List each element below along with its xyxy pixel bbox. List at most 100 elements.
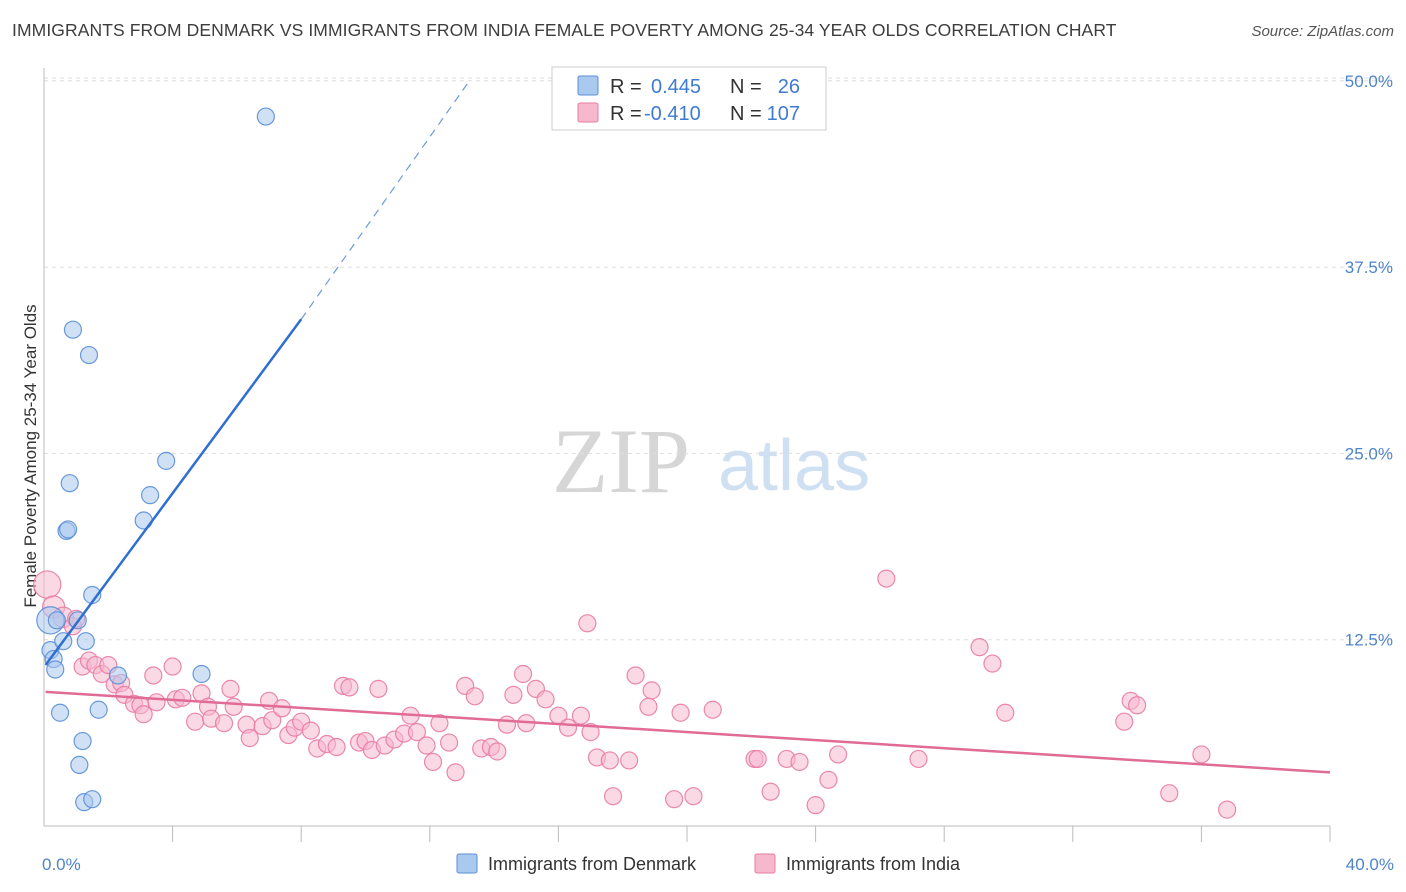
india-point <box>430 714 449 733</box>
india-point <box>536 690 555 709</box>
denmark-point <box>50 703 70 722</box>
india-point <box>423 752 443 772</box>
india-points <box>33 569 1237 819</box>
india-point <box>996 703 1015 722</box>
denmark-point <box>59 520 78 539</box>
india-point <box>263 711 282 730</box>
india-point <box>369 679 388 698</box>
denmark-point <box>108 666 128 685</box>
y-tick-labels: 12.5% 25.0% 37.5% 50.0% <box>1345 72 1393 650</box>
india-point <box>134 705 153 724</box>
india-point <box>1127 696 1147 715</box>
bottom-legend-swatch-denmark <box>456 853 478 874</box>
india-point <box>639 697 658 716</box>
india-point <box>497 715 517 734</box>
india-point <box>684 787 703 806</box>
india-point <box>909 749 928 769</box>
bottom-legend-swatch-india <box>754 853 776 874</box>
india-point <box>301 721 320 740</box>
india-point <box>671 703 690 722</box>
y-tick-label: 12.5% <box>1345 631 1393 650</box>
india-point <box>144 666 163 685</box>
india-point <box>446 763 465 782</box>
denmark-point <box>76 632 95 651</box>
legend-swatch-denmark <box>577 75 599 96</box>
india-point <box>983 654 1002 673</box>
y-tick-label: 37.5% <box>1345 258 1393 277</box>
india-point <box>665 790 684 809</box>
india-point <box>877 569 896 588</box>
denmark-point <box>70 755 89 774</box>
x-tick-label: 0.0% <box>42 855 81 874</box>
india-point <box>1218 800 1237 819</box>
chart-source: Source: ZipAtlas.com <box>1251 23 1394 40</box>
x-ticks: 0.0% 40.0% <box>42 826 1394 874</box>
india-point <box>571 706 591 725</box>
india-point <box>578 614 597 633</box>
legend-n-label-denmark: N = <box>730 76 762 98</box>
y-tick-label: 50.0% <box>1345 72 1393 91</box>
india-point <box>819 770 838 789</box>
india-point <box>327 737 346 757</box>
india-point <box>417 736 436 755</box>
india-point <box>407 723 427 742</box>
trend-lines <box>44 81 1331 774</box>
india-point <box>439 733 459 752</box>
india-point <box>1160 784 1179 803</box>
denmark-point <box>140 486 160 505</box>
denmark-point <box>89 700 108 719</box>
bottom-legend: Immigrants from Denmark Immigrants from … <box>456 853 961 874</box>
india-point <box>829 745 848 764</box>
y-tick-label: 25.0% <box>1345 444 1393 463</box>
denmark-trend-line <box>44 318 303 666</box>
india-point <box>600 751 619 770</box>
denmark-point <box>157 451 176 470</box>
legend-r-label-denmark: R = <box>610 76 642 98</box>
india-point <box>224 697 243 716</box>
india-point <box>465 687 484 706</box>
india-point <box>642 681 661 700</box>
india-point <box>488 742 507 761</box>
watermark-atlas: atlas <box>718 426 870 506</box>
india-point <box>186 712 205 731</box>
denmark-point <box>46 660 65 679</box>
india-point <box>1192 745 1211 764</box>
india-point <box>620 751 639 770</box>
india-point <box>748 749 767 769</box>
india-point <box>581 723 600 742</box>
legend-n-value-denmark: 26 <box>778 76 800 98</box>
legend-r-value-denmark: 0.445 <box>651 76 701 98</box>
india-point <box>163 657 182 676</box>
bottom-legend-label-india: Immigrants from India <box>786 854 961 874</box>
legend-n-label-india: N = <box>730 103 762 125</box>
legend-r-value-india: -0.410 <box>644 103 701 125</box>
india-point <box>703 700 722 719</box>
denmark-points <box>36 107 275 812</box>
india-point <box>340 678 359 697</box>
legend-r-label-india: R = <box>610 103 642 125</box>
denmark-point <box>79 345 99 365</box>
denmark-point <box>60 474 79 493</box>
denmark-point <box>63 320 83 339</box>
india-point <box>33 570 62 599</box>
india-point <box>1115 712 1134 731</box>
india-trend-line <box>45 690 1331 774</box>
legend-swatch-india <box>577 102 599 123</box>
denmark-point <box>192 664 211 684</box>
india-point <box>214 714 234 733</box>
india-point <box>147 693 166 712</box>
india-point <box>240 728 259 748</box>
denmark-point <box>47 611 66 630</box>
india-point <box>970 638 989 657</box>
india-point <box>603 787 623 806</box>
india-point <box>761 782 780 801</box>
india-point <box>173 688 192 707</box>
denmark-point <box>73 731 92 751</box>
india-point <box>558 718 578 737</box>
denmark-trend-extension <box>300 81 469 320</box>
india-point <box>790 752 809 772</box>
watermark-zip: ZIP <box>552 410 690 512</box>
india-point <box>221 679 240 698</box>
india-point <box>513 664 533 684</box>
